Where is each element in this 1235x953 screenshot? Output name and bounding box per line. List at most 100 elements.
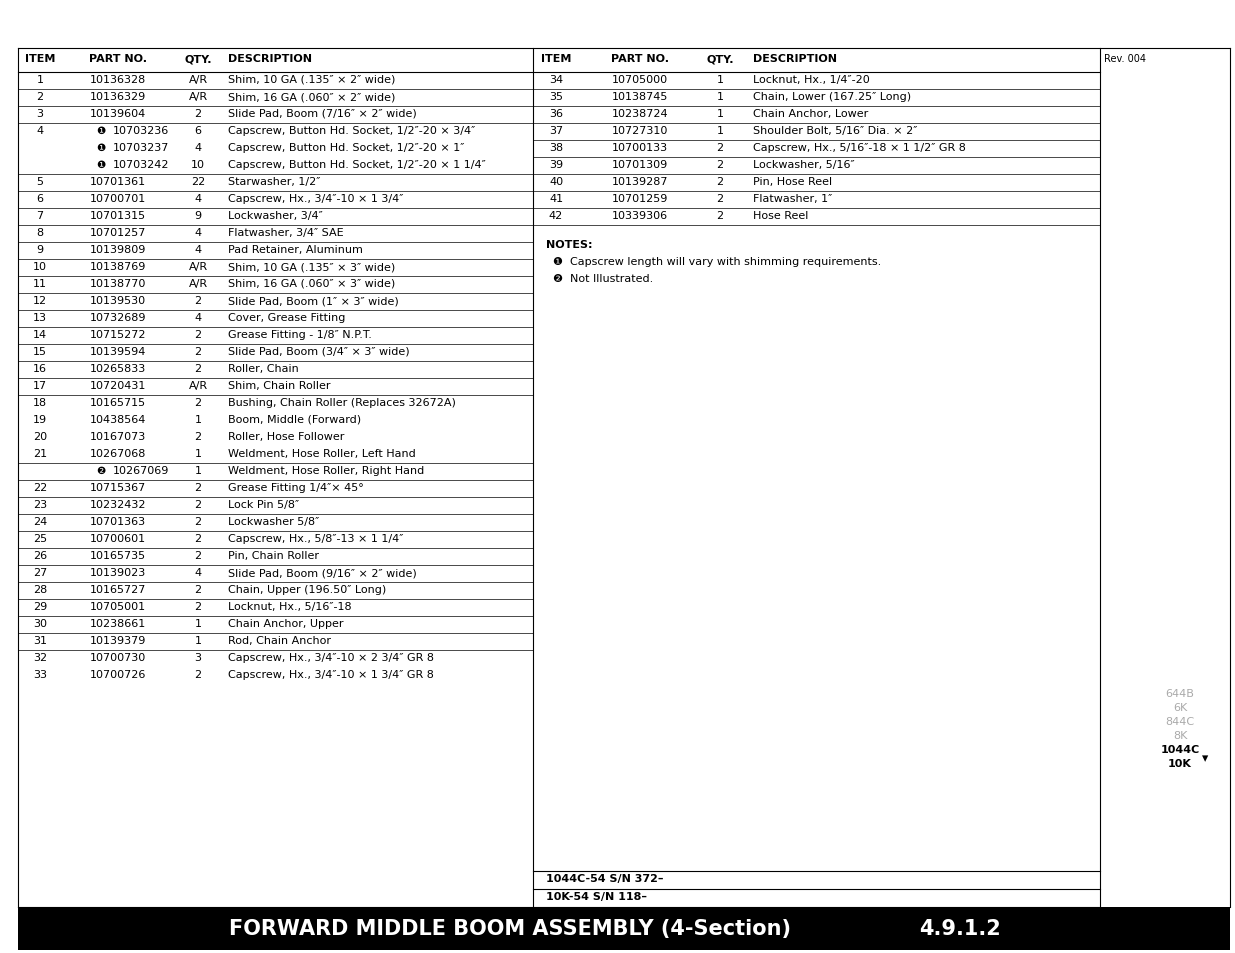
- Text: Boom, Middle (Forward): Boom, Middle (Forward): [228, 415, 361, 424]
- Text: 34: 34: [548, 75, 563, 85]
- Text: 1044C-54 S/N 372–: 1044C-54 S/N 372–: [546, 873, 663, 883]
- Text: 1: 1: [716, 109, 724, 119]
- Text: 10165715: 10165715: [90, 397, 146, 408]
- Text: 4: 4: [194, 313, 201, 323]
- Text: Shim, Chain Roller: Shim, Chain Roller: [228, 380, 331, 391]
- Text: Rev. 004: Rev. 004: [1104, 54, 1146, 64]
- Text: 1: 1: [194, 465, 201, 476]
- Text: ITEM: ITEM: [25, 54, 56, 64]
- Text: 10705000: 10705000: [611, 75, 668, 85]
- Text: 26: 26: [33, 551, 47, 560]
- Text: 10715272: 10715272: [90, 330, 146, 339]
- Text: ❷: ❷: [96, 465, 105, 476]
- Text: 10139604: 10139604: [90, 109, 146, 119]
- Text: 10700701: 10700701: [90, 193, 146, 204]
- Text: 41: 41: [548, 193, 563, 204]
- Text: ❶: ❶: [96, 160, 105, 170]
- Text: Lockwasher, 3/4″: Lockwasher, 3/4″: [228, 211, 322, 221]
- Text: Chain, Lower (167.25″ Long): Chain, Lower (167.25″ Long): [753, 91, 911, 102]
- Text: 35: 35: [550, 91, 563, 102]
- Text: 10139594: 10139594: [90, 347, 146, 356]
- Text: 1: 1: [716, 75, 724, 85]
- Text: 10K: 10K: [1168, 759, 1192, 768]
- Text: ▾: ▾: [1202, 751, 1208, 764]
- Text: Pad Retainer, Aluminum: Pad Retainer, Aluminum: [228, 245, 363, 254]
- Text: 37: 37: [548, 126, 563, 136]
- Text: 9: 9: [37, 245, 43, 254]
- Text: Lock Pin 5/8″: Lock Pin 5/8″: [228, 499, 299, 510]
- Text: Locknut, Hx., 1/4″-20: Locknut, Hx., 1/4″-20: [753, 75, 869, 85]
- Text: Pin, Hose Reel: Pin, Hose Reel: [753, 177, 832, 187]
- Text: 10138745: 10138745: [611, 91, 668, 102]
- Text: 10701315: 10701315: [90, 211, 146, 221]
- Text: 27: 27: [33, 567, 47, 578]
- Text: 30: 30: [33, 618, 47, 628]
- Text: 17: 17: [33, 380, 47, 391]
- Text: Flatwasher, 1″: Flatwasher, 1″: [753, 193, 832, 204]
- Text: Weldment, Hose Roller, Left Hand: Weldment, Hose Roller, Left Hand: [228, 449, 416, 458]
- Text: Lockwasher, 5/16″: Lockwasher, 5/16″: [753, 160, 855, 170]
- Text: 13: 13: [33, 313, 47, 323]
- Text: 16: 16: [33, 364, 47, 374]
- Text: 10701257: 10701257: [90, 228, 146, 237]
- Text: 4: 4: [194, 193, 201, 204]
- Text: 20: 20: [33, 432, 47, 441]
- Text: Shim, 10 GA (.135″ × 3″ wide): Shim, 10 GA (.135″ × 3″ wide): [228, 262, 395, 272]
- Text: 24: 24: [33, 517, 47, 526]
- Text: 22: 22: [33, 482, 47, 493]
- Text: ❶: ❶: [96, 126, 105, 136]
- Text: 10138770: 10138770: [90, 278, 146, 289]
- Text: 2: 2: [716, 211, 724, 221]
- Text: Shoulder Bolt, 5/16″ Dia. × 2″: Shoulder Bolt, 5/16″ Dia. × 2″: [753, 126, 918, 136]
- Text: 10700726: 10700726: [90, 669, 146, 679]
- Text: 6: 6: [194, 126, 201, 136]
- Text: 1: 1: [37, 75, 43, 85]
- Text: Locknut, Hx., 5/16″-18: Locknut, Hx., 5/16″-18: [228, 601, 352, 612]
- Text: 39: 39: [548, 160, 563, 170]
- Text: 10727310: 10727310: [611, 126, 668, 136]
- Text: 2: 2: [194, 584, 201, 595]
- Text: 2: 2: [194, 295, 201, 306]
- Text: 2: 2: [194, 397, 201, 408]
- Text: Capscrew length will vary with shimming requirements.: Capscrew length will vary with shimming …: [571, 256, 882, 267]
- Text: 2: 2: [194, 601, 201, 612]
- Text: 19: 19: [33, 415, 47, 424]
- Text: 38: 38: [548, 143, 563, 152]
- Text: 8K: 8K: [1173, 730, 1187, 740]
- Text: 2: 2: [716, 193, 724, 204]
- Text: 4.9.1.2: 4.9.1.2: [919, 919, 1000, 939]
- Text: 10700133: 10700133: [611, 143, 668, 152]
- Text: Rod, Chain Anchor: Rod, Chain Anchor: [228, 636, 331, 645]
- Text: Capscrew, Hx., 3/4″-10 × 2 3/4″ GR 8: Capscrew, Hx., 3/4″-10 × 2 3/4″ GR 8: [228, 652, 433, 662]
- Text: 10238661: 10238661: [90, 618, 146, 628]
- Text: A/R: A/R: [189, 262, 207, 272]
- Text: A/R: A/R: [189, 91, 207, 102]
- Text: 2: 2: [194, 499, 201, 510]
- Text: Capscrew, Hx., 5/8″-13 × 1 1/4″: Capscrew, Hx., 5/8″-13 × 1 1/4″: [228, 534, 404, 543]
- Text: Capscrew, Button Hd. Socket, 1/2″-20 × 1 1/4″: Capscrew, Button Hd. Socket, 1/2″-20 × 1…: [228, 160, 485, 170]
- Text: 644B: 644B: [1166, 688, 1194, 699]
- Text: Capscrew, Hx., 3/4″-10 × 1 3/4″: Capscrew, Hx., 3/4″-10 × 1 3/4″: [228, 193, 404, 204]
- Text: A/R: A/R: [189, 75, 207, 85]
- Text: 8: 8: [37, 228, 43, 237]
- Text: 10703242: 10703242: [112, 160, 169, 170]
- Text: Starwasher, 1/2″: Starwasher, 1/2″: [228, 177, 320, 187]
- Text: 10703236: 10703236: [112, 126, 169, 136]
- Text: 1: 1: [194, 449, 201, 458]
- Text: 31: 31: [33, 636, 47, 645]
- Text: Shim, 16 GA (.060″ × 2″ wide): Shim, 16 GA (.060″ × 2″ wide): [228, 91, 395, 102]
- Text: 10701309: 10701309: [611, 160, 668, 170]
- Text: Slide Pad, Boom (7/16″ × 2″ wide): Slide Pad, Boom (7/16″ × 2″ wide): [228, 109, 416, 119]
- Text: 3: 3: [194, 652, 201, 662]
- Text: 10701361: 10701361: [90, 177, 146, 187]
- Text: 1: 1: [194, 636, 201, 645]
- Text: 36: 36: [550, 109, 563, 119]
- Text: Capscrew, Hx., 3/4″-10 × 1 3/4″ GR 8: Capscrew, Hx., 3/4″-10 × 1 3/4″ GR 8: [228, 669, 433, 679]
- Text: 10136329: 10136329: [90, 91, 146, 102]
- Text: 2: 2: [37, 91, 43, 102]
- Text: FORWARD MIDDLE BOOM ASSEMBLY (4-Section): FORWARD MIDDLE BOOM ASSEMBLY (4-Section): [228, 919, 790, 939]
- Text: Shim, 10 GA (.135″ × 2″ wide): Shim, 10 GA (.135″ × 2″ wide): [228, 75, 395, 85]
- Text: 2: 2: [194, 432, 201, 441]
- Text: Roller, Hose Follower: Roller, Hose Follower: [228, 432, 345, 441]
- Text: 42: 42: [548, 211, 563, 221]
